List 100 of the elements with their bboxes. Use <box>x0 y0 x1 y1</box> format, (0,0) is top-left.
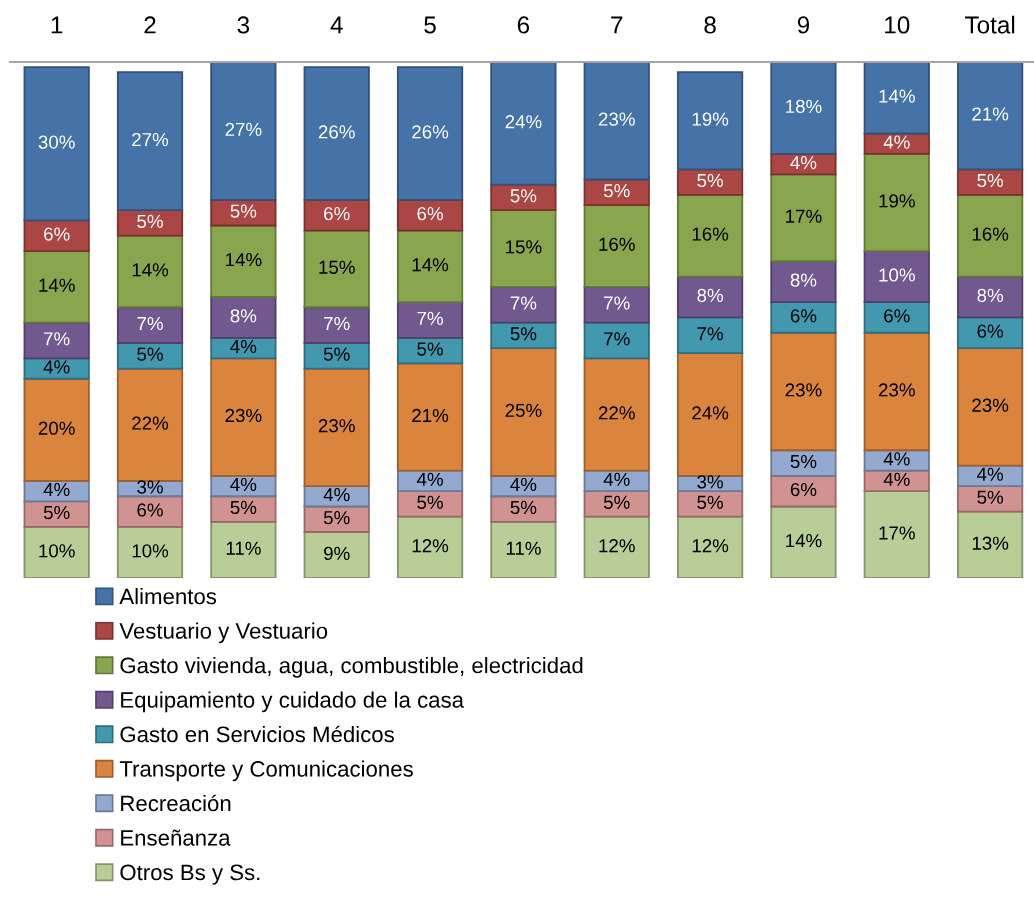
bar <box>957 62 1024 171</box>
data-label: 5% <box>697 495 723 509</box>
x-tick-label: 1 <box>51 16 63 34</box>
bar <box>210 357 277 477</box>
legend-label: Transporte y Comunicaciones <box>119 760 413 782</box>
data-label: 24% <box>692 406 729 420</box>
bar <box>676 352 744 477</box>
x-tick-label: 10 <box>885 16 910 34</box>
data-label: 6% <box>137 503 163 517</box>
data-label: 4% <box>883 472 910 486</box>
data-label: 23% <box>225 408 262 423</box>
bar <box>770 173 837 263</box>
data-label: 6% <box>884 309 910 323</box>
data-label: 8% <box>697 288 723 303</box>
data-label: 4% <box>603 472 630 486</box>
data-label: 5% <box>43 505 70 520</box>
data-label: 5% <box>603 495 630 509</box>
bar <box>396 66 464 201</box>
bar <box>490 209 557 288</box>
bar <box>490 62 557 186</box>
data-label: 5% <box>137 214 163 228</box>
bar <box>490 520 557 578</box>
bar <box>116 495 184 528</box>
data-label: 13% <box>972 536 1009 550</box>
data-label: 19% <box>879 194 915 208</box>
bar <box>863 62 930 135</box>
bar <box>770 260 837 304</box>
data-label: 14% <box>132 263 169 277</box>
bar <box>583 321 650 360</box>
data-label: 8% <box>230 309 257 323</box>
legend-label: Otros Bs y Ss. <box>120 864 260 885</box>
data-label: 23% <box>318 419 355 433</box>
bar <box>396 229 464 304</box>
data-label: 5% <box>230 204 257 218</box>
data-label: 9% <box>324 546 350 561</box>
bar <box>957 347 1024 467</box>
bar <box>396 515 464 578</box>
data-label: 10% <box>39 544 75 558</box>
bar <box>957 510 1024 578</box>
bar <box>490 495 557 523</box>
data-label: 14% <box>786 534 822 548</box>
x-tick-label: 7 <box>611 16 623 34</box>
bar <box>957 316 1024 350</box>
bar <box>116 234 184 309</box>
data-label: 17% <box>879 526 915 540</box>
data-label: 19% <box>692 112 729 126</box>
bar <box>490 321 557 350</box>
bar <box>583 515 650 578</box>
data-label: 4% <box>977 467 1004 481</box>
bar <box>23 219 90 252</box>
data-label: 7% <box>510 296 537 310</box>
data-label: 4% <box>883 452 910 466</box>
data-label: 6% <box>790 482 817 497</box>
x-tick-label: 4 <box>330 16 343 34</box>
bar <box>116 367 184 482</box>
bar <box>957 275 1024 319</box>
bar <box>23 66 90 222</box>
data-label: 5% <box>977 490 1004 504</box>
data-label: 8% <box>977 288 1004 303</box>
bar <box>396 301 464 339</box>
data-label: 16% <box>692 227 729 241</box>
data-label: 4% <box>790 156 817 170</box>
legend-label: Equipamiento y cuidado de la casa <box>121 691 464 713</box>
data-label: 7% <box>697 327 723 341</box>
bar <box>116 306 184 344</box>
bar <box>23 250 90 324</box>
data-label: 16% <box>972 227 1009 241</box>
data-label: 4% <box>43 360 70 374</box>
data-label: 15% <box>319 260 355 274</box>
data-label: 7% <box>324 316 350 331</box>
bar <box>863 250 930 304</box>
bar <box>770 505 837 578</box>
data-label: 12% <box>692 539 729 553</box>
bar <box>210 296 277 339</box>
data-label: 18% <box>786 99 822 114</box>
bar <box>23 321 90 360</box>
data-label: 22% <box>132 416 169 430</box>
bar <box>116 526 184 578</box>
data-label: 6% <box>44 227 70 241</box>
data-label: 26% <box>412 125 449 139</box>
data-label: 4% <box>416 472 443 486</box>
bar <box>676 316 744 355</box>
bar <box>583 204 650 288</box>
bar <box>303 367 370 487</box>
data-label: 6% <box>324 207 350 221</box>
data-label: 12% <box>412 539 449 553</box>
data-label: 27% <box>225 122 262 136</box>
bar <box>303 229 370 309</box>
bar <box>303 531 370 578</box>
data-label: 14% <box>412 258 449 272</box>
legend-label: Gasto en Servicios Médicos <box>120 725 394 743</box>
bar <box>676 515 744 578</box>
data-label: 16% <box>599 237 635 251</box>
data-label: 5% <box>417 495 443 509</box>
x-tick-label: 9 <box>797 16 810 34</box>
bar <box>210 224 277 298</box>
legend-label: Alimentos <box>119 588 217 605</box>
bar <box>210 62 277 201</box>
data-label: 5% <box>697 173 723 188</box>
data-label: 23% <box>972 398 1009 412</box>
